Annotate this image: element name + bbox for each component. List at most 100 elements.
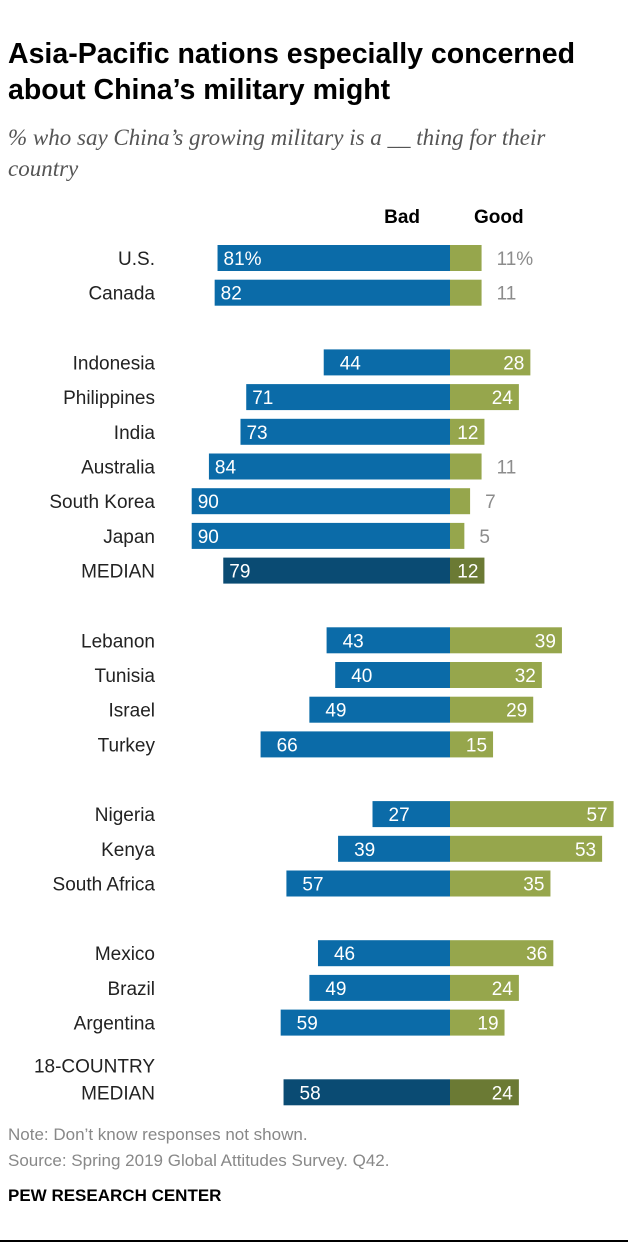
bar-good-australia — [450, 453, 482, 480]
value-good-median: 12 — [457, 562, 478, 583]
bar-bad-south-korea — [191, 488, 450, 515]
note-text: Note: Don’t know responses not shown. — [8, 1125, 308, 1144]
value-good-south-korea: 7 — [485, 492, 496, 513]
value-bad-india: 73 — [246, 423, 267, 444]
category-label-israel: Israel — [109, 701, 155, 722]
category-label-u-s: U.S. — [118, 249, 155, 270]
bar-bad-nigeria — [372, 801, 450, 828]
category-label-indonesia: Indonesia — [73, 353, 156, 374]
value-good-australia: 11 — [497, 458, 517, 479]
category-label-philippines: Philippines — [63, 388, 155, 409]
bar-bad-kenya — [338, 835, 450, 862]
value-good-indonesia: 28 — [503, 353, 524, 374]
value-good-tunisia: 32 — [515, 666, 536, 687]
value-bad-south-korea: 90 — [198, 492, 219, 513]
value-good-japan: 5 — [479, 527, 490, 548]
value-bad-kenya: 39 — [354, 840, 375, 861]
value-good-kenya: 53 — [575, 840, 596, 861]
bar-good-philippines — [450, 384, 519, 411]
value-bad-nigeria: 27 — [389, 805, 410, 826]
bottom-rule — [0, 1240, 628, 1242]
category-label-median: MEDIAN — [81, 562, 155, 583]
category-label-18-country-median-line-1: 18-COUNTRY — [34, 1056, 155, 1077]
value-bad-south-africa: 57 — [302, 875, 323, 896]
bar-good-tunisia — [450, 662, 542, 688]
bar-good-israel — [450, 696, 534, 723]
value-good-mexico: 36 — [526, 944, 547, 965]
bar-bad-turkey — [260, 731, 450, 758]
bar-good-south-korea — [450, 488, 471, 515]
bar-good-canada — [450, 279, 482, 306]
value-bad-mexico: 46 — [334, 944, 355, 965]
category-label-18-country-median-line-2: MEDIAN — [81, 1083, 155, 1104]
value-good-india: 12 — [457, 423, 478, 444]
bar-good-kenya — [450, 835, 603, 862]
value-good-philippines: 24 — [492, 388, 514, 409]
category-label-kenya: Kenya — [101, 840, 155, 861]
bar-bad-japan — [191, 522, 450, 549]
chart-subtitle: % who say China’s growing military is a … — [8, 125, 546, 181]
bar-good-u-s — [450, 245, 482, 271]
bar-good-lebanon — [450, 627, 562, 654]
value-good-canada: 11 — [497, 284, 517, 305]
value-good-israel: 29 — [506, 701, 527, 722]
bar-bad-18-country-median — [283, 1079, 450, 1106]
category-label-japan: Japan — [103, 527, 155, 548]
bar-bad-brazil — [309, 974, 450, 1001]
category-label-mexico: Mexico — [95, 944, 155, 965]
source-text: Source: Spring 2019 Global Attitudes Sur… — [8, 1151, 390, 1170]
bar-bad-argentina — [280, 1009, 450, 1036]
category-label-tunisia: Tunisia — [94, 666, 155, 687]
category-label-argentina: Argentina — [74, 1014, 156, 1035]
bar-good-mexico — [450, 940, 554, 967]
bar-bad-india — [240, 418, 450, 445]
value-good-turkey: 15 — [466, 735, 487, 756]
value-bad-u-s: 81% — [224, 249, 262, 270]
category-label-south-korea: South Korea — [49, 492, 155, 513]
bar-bad-lebanon — [326, 627, 450, 654]
footnotes: Note: Don’t know responses not shown. So… — [8, 1122, 389, 1174]
value-good-south-africa: 35 — [523, 875, 544, 896]
bar-good-median — [450, 557, 485, 584]
value-good-brazil: 24 — [492, 979, 514, 1000]
bar-good-brazil — [450, 974, 519, 1001]
category-label-lebanon: Lebanon — [81, 631, 155, 652]
value-bad-philippines: 71 — [252, 388, 273, 409]
bar-bad-mexico — [317, 940, 450, 967]
bar-good-turkey — [450, 731, 494, 758]
category-label-australia: Australia — [81, 458, 155, 479]
value-good-u-s: 11% — [497, 249, 534, 270]
value-good-18-country-median: 24 — [492, 1083, 514, 1104]
value-bad-israel: 49 — [325, 701, 346, 722]
bar-good-south-africa — [450, 870, 551, 897]
value-bad-18-country-median: 58 — [300, 1083, 321, 1104]
bar-bad-australia — [208, 453, 450, 480]
value-bad-australia: 84 — [215, 458, 237, 479]
bar-good-japan — [450, 522, 465, 549]
bar-bad-south-africa — [286, 870, 450, 897]
bar-bad-median — [223, 557, 450, 584]
value-bad-median: 79 — [229, 562, 250, 583]
category-label-south-africa: South Africa — [53, 875, 156, 896]
value-bad-turkey: 66 — [277, 735, 298, 756]
bar-bad-tunisia — [335, 662, 450, 688]
value-bad-indonesia: 44 — [340, 353, 362, 374]
bar-good-indonesia — [450, 349, 531, 376]
bar-bad-canada — [214, 279, 450, 306]
value-good-lebanon: 39 — [535, 631, 556, 652]
value-bad-argentina: 59 — [297, 1014, 318, 1035]
value-bad-tunisia: 40 — [351, 666, 372, 687]
bar-good-18-country-median — [450, 1079, 519, 1106]
category-label-nigeria: Nigeria — [95, 805, 156, 826]
chart-title: Asia-Pacific nations especially concerne… — [8, 38, 576, 106]
value-bad-lebanon: 43 — [343, 631, 364, 652]
category-label-canada: Canada — [88, 284, 155, 305]
bar-bad-indonesia — [323, 349, 450, 376]
legend-good: Good — [474, 207, 524, 228]
bar-bad-israel — [309, 696, 450, 723]
bar-bad-philippines — [246, 384, 450, 411]
value-bad-canada: 82 — [221, 284, 242, 305]
category-label-brazil: Brazil — [107, 979, 155, 1000]
bar-good-india — [450, 418, 485, 445]
bar-good-nigeria — [450, 801, 614, 828]
